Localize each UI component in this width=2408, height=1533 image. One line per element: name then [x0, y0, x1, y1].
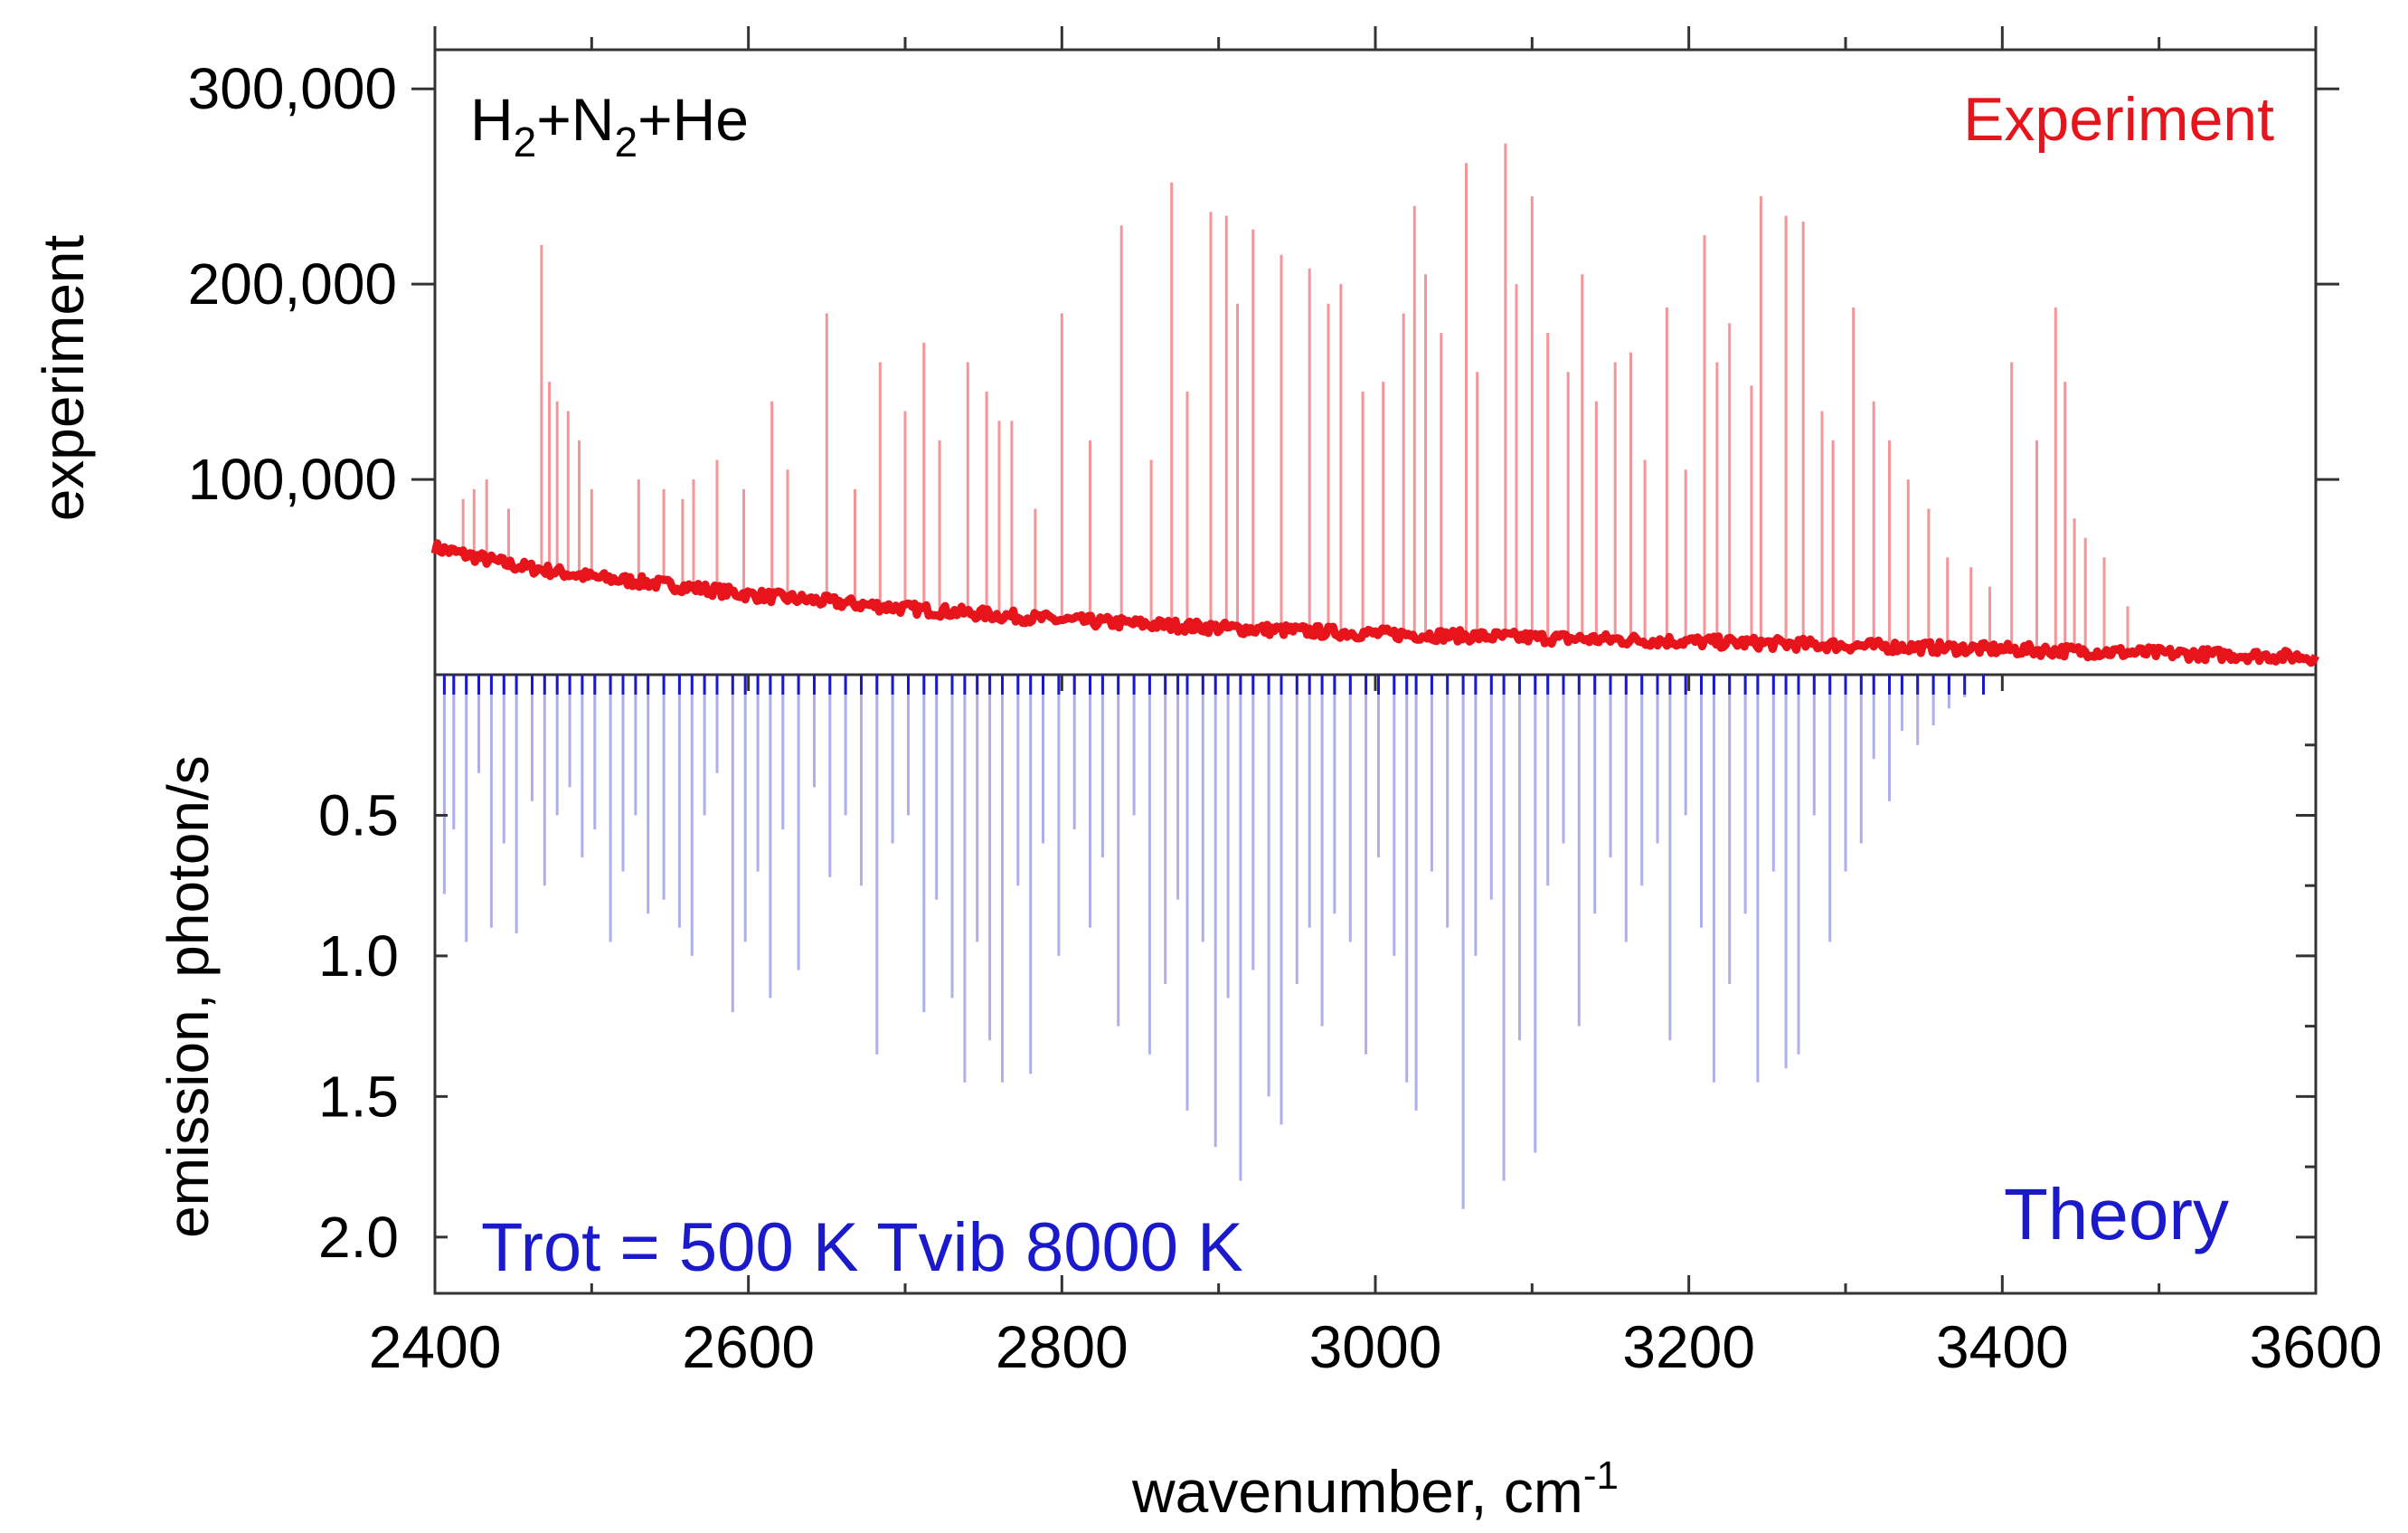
x-axis-label: wavenumber, cm-1 [1131, 1453, 1619, 1525]
experiment-series-label: Experiment [1963, 85, 2274, 154]
theory-series-label: Theory [2004, 1174, 2229, 1254]
exp-y-tick-label: 300,000 [188, 56, 397, 121]
x-tick-label: 3600 [2250, 1313, 2383, 1380]
tick-labels: 2400 2600 2800 3000 3200 3400 3600 100,000 200,0… [188, 56, 2383, 1380]
x-tick-label: 2800 [996, 1313, 1128, 1380]
x-tick-label: 2400 [369, 1313, 502, 1380]
theory-y-tick-label: 1.5 [318, 1064, 399, 1129]
theory-panel [442, 675, 1985, 1209]
x-tick-label: 2600 [682, 1313, 815, 1380]
x-tick-label: 3000 [1309, 1313, 1442, 1380]
experiment-y-axis-label: experiment [31, 234, 96, 521]
theory-y-tick-label: 0.5 [318, 782, 399, 847]
temperature-annotation: Trot = 500 K Tvib 8000 K [481, 1209, 1243, 1286]
exp-y-tick-label: 200,000 [188, 251, 397, 317]
exp-y-tick-label: 100,000 [188, 447, 397, 512]
theory-y-tick-label: 2.0 [318, 1205, 399, 1270]
x-tick-label: 3200 [1622, 1313, 1755, 1380]
x-tick-label: 3400 [1936, 1313, 2069, 1380]
axis-ticks [411, 26, 2339, 1293]
experiment-baseline-line [430, 539, 2320, 667]
theory-y-axis-label: emission, photon/s [156, 755, 221, 1238]
theory-y-tick-label: 1.0 [318, 923, 399, 989]
experiment-panel [430, 143, 2320, 667]
sample-label: H2+N2+He [470, 86, 749, 166]
plot-frame [433, 48, 2318, 1295]
